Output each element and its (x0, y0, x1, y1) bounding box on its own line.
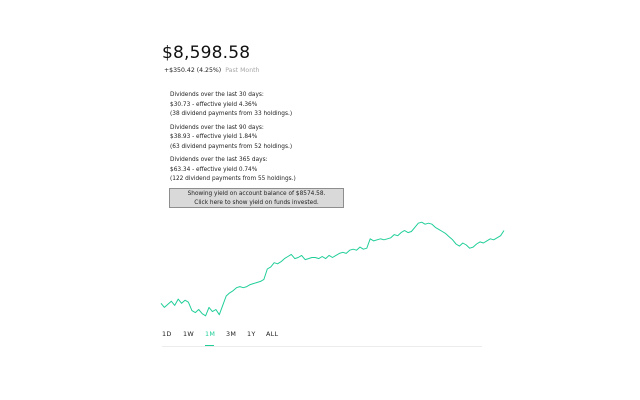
active-tab-indicator (205, 345, 214, 346)
change-period: Past Month (225, 67, 260, 74)
tab-range-1w[interactable]: 1W (183, 330, 194, 338)
chart-series-line (160, 221, 505, 317)
dividend-amount: $63.34 - effective yield 0.74% (170, 166, 258, 173)
dividend-heading: Dividends over the last 365 days: (170, 157, 268, 163)
dividend-block-30-days: Dividends over the last 30 days: $30.73 … (170, 91, 350, 120)
dividend-block-90-days: Dividends over the last 90 days: $38.93 … (170, 124, 350, 153)
tab-range-1d[interactable]: 1D (162, 330, 172, 338)
tab-range-1m[interactable]: 1M (205, 330, 216, 338)
range-tabs-divider (162, 346, 482, 347)
yield-toggle-hint: Click here to show yield on funds invest… (194, 199, 319, 206)
dividend-heading: Dividends over the last 30 days: (170, 92, 264, 98)
dividend-count: (63 dividend payments from 52 holdings.) (170, 143, 293, 150)
yield-toggle-button[interactable]: Showing yield on account balance of $857… (169, 188, 344, 208)
dividend-count: (38 dividend payments from 33 holdings.) (170, 111, 293, 117)
range-tabs: 1D 1W 1M 3M 1Y ALL (162, 330, 482, 348)
change-value: +$350.42 (4.25%) (164, 67, 222, 74)
portfolio-balance: $8,598.58 (162, 43, 251, 63)
portfolio-line-chart[interactable] (160, 215, 505, 325)
dividend-amount: $38.93 - effective yield 1.84% (170, 134, 258, 140)
tab-range-1y[interactable]: 1Y (247, 330, 256, 338)
portfolio-change: +$350.42 (4.25%) Past Month (164, 67, 259, 75)
tab-range-3m[interactable]: 3M (226, 330, 237, 338)
yield-toggle-status: Showing yield on account balance of $857… (187, 191, 326, 197)
tab-range-all[interactable]: ALL (266, 330, 279, 338)
dividend-amount: $30.73 - effective yield 4.36% (170, 101, 258, 108)
dividend-block-365-days: Dividends over the last 365 days: $63.34… (170, 156, 350, 185)
dividend-count: (122 dividend payments from 55 holdings.… (170, 176, 296, 182)
dividend-summary: Dividends over the last 30 days: $30.73 … (170, 91, 350, 189)
dividend-heading: Dividends over the last 90 days: (170, 124, 264, 131)
